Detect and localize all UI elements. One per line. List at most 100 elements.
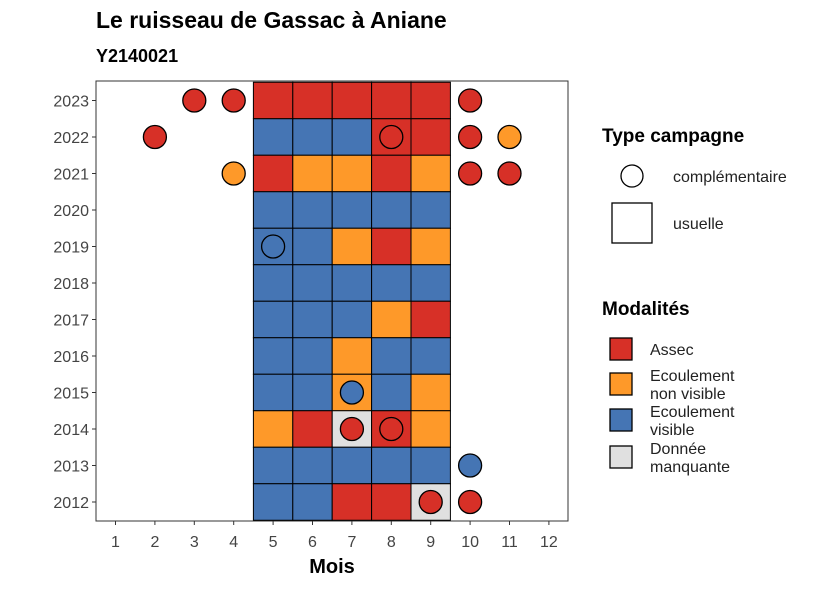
tile-2018-5 bbox=[252, 264, 294, 302]
x-tick-label-4: 4 bbox=[229, 534, 238, 551]
point-2022-2 bbox=[142, 124, 168, 150]
tile-2016-8 bbox=[371, 337, 412, 375]
y-tick-label-2013: 2013 bbox=[53, 459, 89, 476]
tile-2015-8 bbox=[371, 373, 412, 412]
tile-2017-6 bbox=[292, 300, 333, 339]
y-tick-label-2014: 2014 bbox=[53, 422, 89, 439]
tile-2022-6 bbox=[292, 118, 333, 156]
point-2013-10 bbox=[457, 453, 483, 478]
legend-key-ecnv bbox=[609, 372, 633, 396]
legend-label-ecnv-1: Ecoulement bbox=[650, 368, 735, 385]
tile-2014-5 bbox=[252, 410, 294, 448]
tile-2013-5 bbox=[252, 446, 294, 485]
x-tick-label-5: 5 bbox=[269, 534, 278, 551]
point-2021-11 bbox=[497, 161, 522, 186]
point-2012-9 bbox=[418, 489, 443, 515]
tile-2015-6 bbox=[292, 373, 333, 412]
point-2014-7 bbox=[339, 416, 365, 442]
legend-key-assec bbox=[609, 337, 633, 361]
tile-2018-9 bbox=[410, 264, 451, 302]
point-2023-4 bbox=[221, 88, 246, 113]
legend-modalites-title: Modalités bbox=[602, 299, 690, 320]
tile-2015-5 bbox=[252, 373, 294, 412]
point-2021-4 bbox=[221, 161, 246, 186]
point-2012-10 bbox=[457, 489, 483, 515]
legend-label-assec: Assec bbox=[650, 342, 694, 359]
tile-2012-8 bbox=[371, 483, 412, 521]
legend-label-nd-1: Donnée bbox=[650, 441, 706, 458]
tile-2023-8 bbox=[371, 81, 412, 120]
tile-2012-7 bbox=[331, 483, 373, 521]
legend-key-ecv bbox=[609, 408, 633, 432]
tile-2023-6 bbox=[292, 81, 333, 120]
x-tick-label-6: 6 bbox=[308, 534, 317, 551]
tile-2022-9 bbox=[410, 118, 451, 156]
legend-label-nd-2: manquante bbox=[650, 459, 730, 476]
tile-2018-8 bbox=[371, 264, 412, 302]
point-2021-10 bbox=[457, 161, 483, 186]
chart-subtitle: Y2140021 bbox=[96, 46, 179, 66]
tile-2017-9 bbox=[410, 300, 451, 339]
tile-2015-9 bbox=[410, 373, 451, 412]
tile-2021-8 bbox=[371, 154, 412, 193]
tile-2017-7 bbox=[331, 300, 373, 339]
tile-2023-5 bbox=[252, 81, 294, 120]
x-axis-title: Mois bbox=[309, 556, 355, 578]
y-tick-label-2012: 2012 bbox=[53, 495, 89, 512]
y-tick-label-2015: 2015 bbox=[53, 386, 89, 403]
x-tick-label-2: 2 bbox=[150, 534, 159, 551]
tile-2018-6 bbox=[292, 264, 333, 302]
tile-2016-7 bbox=[331, 337, 373, 375]
tile-2016-6 bbox=[292, 337, 333, 375]
tile-2016-9 bbox=[410, 337, 451, 375]
tile-2021-5 bbox=[252, 154, 294, 193]
y-tick-label-2018: 2018 bbox=[53, 276, 89, 293]
tile-2023-9 bbox=[410, 81, 451, 120]
legend-label-ecnv-2: non visible bbox=[650, 386, 726, 403]
y-tick-label-2017: 2017 bbox=[53, 313, 89, 330]
y-tick-label-2016: 2016 bbox=[53, 349, 89, 366]
chart-title: Le ruisseau de Gassac à Aniane bbox=[96, 7, 447, 33]
tile-2014-9 bbox=[410, 410, 451, 448]
legend-type-square-key bbox=[611, 202, 653, 244]
legend-type-title: Type campagne bbox=[602, 126, 745, 147]
y-tick-label-2022: 2022 bbox=[53, 130, 89, 147]
point-2015-7 bbox=[339, 380, 365, 405]
point-2023-3 bbox=[182, 88, 207, 113]
tile-2017-5 bbox=[252, 300, 294, 339]
tile-2016-5 bbox=[252, 337, 294, 375]
legend-label-ecv-1: Ecoulement bbox=[650, 404, 735, 421]
tile-2013-7 bbox=[331, 446, 373, 485]
tile-2019-9 bbox=[410, 227, 451, 266]
tile-2020-6 bbox=[292, 191, 333, 229]
point-2014-8 bbox=[379, 416, 404, 442]
x-tick-label-8: 8 bbox=[387, 534, 396, 551]
x-tick-label-11: 11 bbox=[501, 534, 518, 551]
tile-2020-8 bbox=[371, 191, 412, 229]
x-tick-label-1: 1 bbox=[111, 534, 120, 551]
tile-2017-8 bbox=[371, 300, 412, 339]
point-2022-10 bbox=[457, 124, 483, 150]
y-tick-label-2019: 2019 bbox=[53, 240, 89, 257]
tile-2013-9 bbox=[410, 446, 451, 485]
point-2019-5 bbox=[260, 234, 286, 259]
tile-2021-9 bbox=[410, 154, 451, 193]
x-tick-label-10: 10 bbox=[461, 534, 479, 551]
tile-2020-7 bbox=[331, 191, 373, 229]
tile-2019-7 bbox=[331, 227, 373, 266]
tile-2014-6 bbox=[292, 410, 333, 448]
y-tick-label-2020: 2020 bbox=[53, 203, 89, 220]
x-tick-label-12: 12 bbox=[540, 534, 558, 551]
legend-type-label-complementaire: complémentaire bbox=[673, 169, 787, 186]
tile-2019-8 bbox=[371, 227, 412, 266]
legend-key-nd bbox=[609, 445, 633, 469]
tile-2021-7 bbox=[331, 154, 373, 193]
point-2022-11 bbox=[497, 124, 522, 150]
legend-type-circle-key bbox=[620, 164, 644, 188]
y-tick-label-2021: 2021 bbox=[53, 167, 89, 184]
tile-2023-7 bbox=[331, 81, 373, 120]
tile-2019-6 bbox=[292, 227, 333, 266]
tile-2012-5 bbox=[252, 483, 294, 521]
tile-2020-9 bbox=[410, 191, 451, 229]
